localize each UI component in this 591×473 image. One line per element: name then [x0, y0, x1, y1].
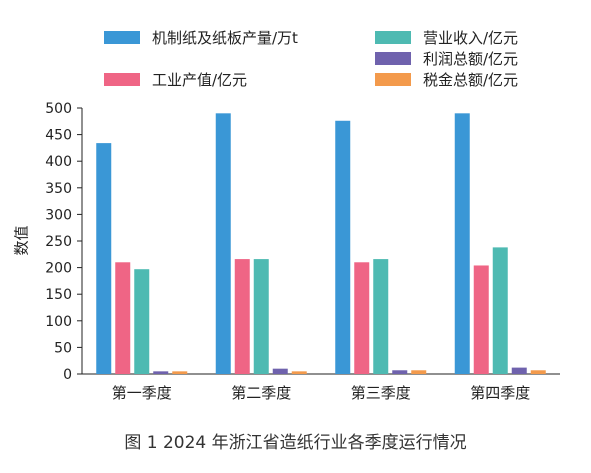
legend-label-3: 利润总额/亿元 [423, 50, 519, 68]
bar-0-3 [153, 371, 169, 374]
bar-3-3 [511, 367, 527, 374]
y-tick-label: 400 [45, 154, 72, 170]
bar-1-1 [234, 259, 250, 374]
x-tick-label: 第三季度 [351, 384, 411, 402]
bar-3-2 [492, 247, 508, 374]
y-tick-label: 500 [45, 101, 72, 117]
legend-label-1: 工业产值/亿元 [152, 71, 248, 89]
x-tick-label: 第四季度 [470, 384, 530, 402]
legend-item-4: 税金总额/亿元 [375, 69, 518, 90]
legend-swatch-3 [375, 52, 411, 65]
x-tick-label: 第一季度 [112, 384, 172, 402]
legend-item-0: 机制纸及纸板产量/万t [104, 27, 298, 48]
bar-1-0 [215, 113, 231, 374]
bar-2-0 [335, 120, 351, 374]
y-tick-label: 0 [63, 367, 72, 383]
bar-0-1 [115, 262, 131, 374]
legend-item-2: 营业收入/亿元 [375, 27, 518, 48]
legend-item-1: 工业产值/亿元 [104, 69, 247, 90]
bar-2-1 [354, 262, 370, 374]
y-tick-label: 450 [45, 128, 72, 144]
legend-swatch-1 [104, 73, 140, 86]
bar-2-2 [373, 259, 389, 374]
y-tick-label: 50 [54, 340, 72, 356]
bar-3-0 [454, 113, 470, 374]
legend-label-4: 税金总额/亿元 [423, 71, 519, 89]
bar-0-2 [134, 269, 150, 374]
bar-3-4 [530, 370, 546, 374]
legend-label-0: 机制纸及纸板产量/万t [152, 29, 298, 47]
bar-1-4 [291, 371, 307, 374]
y-tick-label: 250 [45, 234, 72, 250]
legend-label-2: 营业收入/亿元 [423, 29, 519, 47]
bar-1-2 [253, 259, 269, 374]
bar-0-0 [96, 143, 112, 374]
y-tick-label: 100 [45, 314, 72, 330]
legend-swatch-0 [104, 31, 140, 44]
y-tick-label: 350 [45, 181, 72, 197]
bar-1-3 [272, 368, 288, 374]
legend-item-3: 利润总额/亿元 [375, 48, 518, 69]
bar-3-1 [473, 265, 489, 374]
bar-2-3 [392, 370, 408, 374]
y-tick-label: 200 [45, 261, 72, 277]
y-tick-label: 150 [45, 287, 72, 303]
bar-2-4 [411, 370, 427, 374]
figure-caption: 图 1 2024 年浙江省造纸行业各季度运行情况 [124, 433, 467, 453]
bar-0-4 [172, 371, 188, 374]
x-tick-label: 第二季度 [231, 384, 291, 402]
legend-swatch-2 [375, 31, 411, 44]
legend-swatch-4 [375, 73, 411, 86]
y-tick-label: 300 [45, 207, 72, 223]
